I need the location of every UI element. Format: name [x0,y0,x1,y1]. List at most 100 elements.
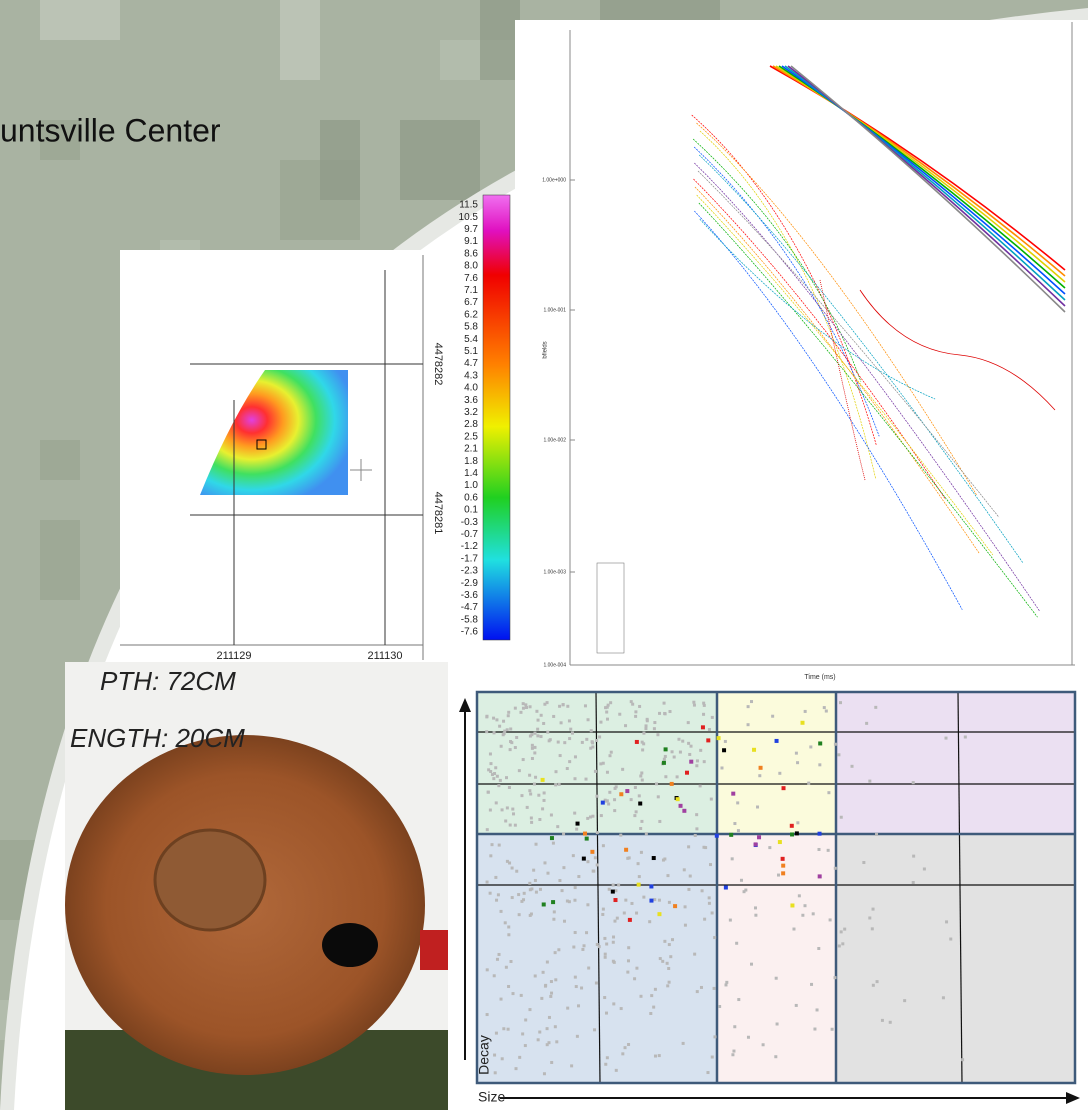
dot [731,1053,735,1057]
dot [761,1043,765,1047]
dot [809,745,813,749]
y-tick-label: 1.00e+000 [542,177,566,183]
dot [707,901,711,905]
dot [678,750,682,754]
dot [613,809,617,813]
dot [509,727,513,731]
map-x-label: 211130 [367,650,402,662]
dot [687,887,691,891]
dot [549,994,553,998]
decay-curve [699,130,877,480]
dot [673,904,678,909]
dot [535,709,539,713]
dot [667,980,671,984]
dot [536,727,540,731]
dot [573,811,577,815]
dot [888,1020,892,1024]
dot [728,918,732,922]
dot [750,962,754,966]
dot [530,756,534,760]
dot [493,1071,497,1075]
dot [871,983,875,987]
dot [817,946,821,950]
dot [546,871,550,875]
dot [707,896,711,900]
dot [710,911,714,915]
dot [624,898,628,902]
dot [611,883,615,887]
camo-patch [40,440,80,480]
dot [489,769,493,773]
dot [630,901,634,905]
dot [830,1027,834,1031]
dot [510,866,514,870]
dot [758,765,763,770]
dot [497,952,501,956]
dot [807,781,811,785]
dot [573,777,577,781]
dot [495,898,499,902]
dot [636,862,640,866]
dot [736,829,740,833]
plot-y-label: bfields [543,341,549,358]
dot [868,916,872,920]
dot [580,740,584,744]
dot [657,1054,661,1058]
dot [493,1053,497,1057]
dot [702,760,706,764]
dot [663,747,668,752]
dot [551,900,556,905]
dot [645,717,649,721]
dot [640,819,644,823]
dot [778,771,782,775]
dot [591,814,595,818]
dot [485,730,489,734]
dot [699,748,703,752]
dot [539,735,543,739]
dot [833,976,837,980]
dot [518,1055,522,1059]
dot [607,802,611,806]
dot [619,792,624,797]
dot [794,1003,798,1007]
dot [771,714,775,718]
dot [555,1040,559,1044]
photo-label: PTH: 72CM [100,666,236,696]
dot [553,1025,557,1029]
dot [698,784,702,788]
dot [507,925,511,929]
dot [744,888,748,892]
dot [629,700,633,704]
dot [573,898,577,902]
decay-curve [694,186,980,554]
dot [586,903,590,907]
plot-legend [596,562,625,654]
dot [538,1030,542,1034]
map-y-label: 4478282 [432,343,444,386]
dot [529,792,533,796]
dot [517,893,521,897]
dot [640,740,644,744]
decay-curve [692,138,862,382]
dot [911,781,915,785]
dot [912,854,916,858]
dot [875,832,879,836]
dot [731,791,736,796]
dot [549,813,553,817]
colorbar-label: 10.5 [459,212,479,223]
dot [595,863,599,867]
colorbar-label: 4.3 [464,370,478,381]
cell [718,835,835,1083]
dot [663,754,667,758]
dot [828,918,832,922]
dot [781,863,786,868]
colorbar-label: 0.6 [464,492,478,503]
dot [657,898,661,902]
dot [753,842,758,847]
dot [826,848,830,852]
dot [837,753,841,757]
dot [817,847,821,851]
colorbar-label: 5.4 [464,334,478,345]
dot [605,1056,609,1060]
colorbar-label: 8.6 [464,248,478,259]
